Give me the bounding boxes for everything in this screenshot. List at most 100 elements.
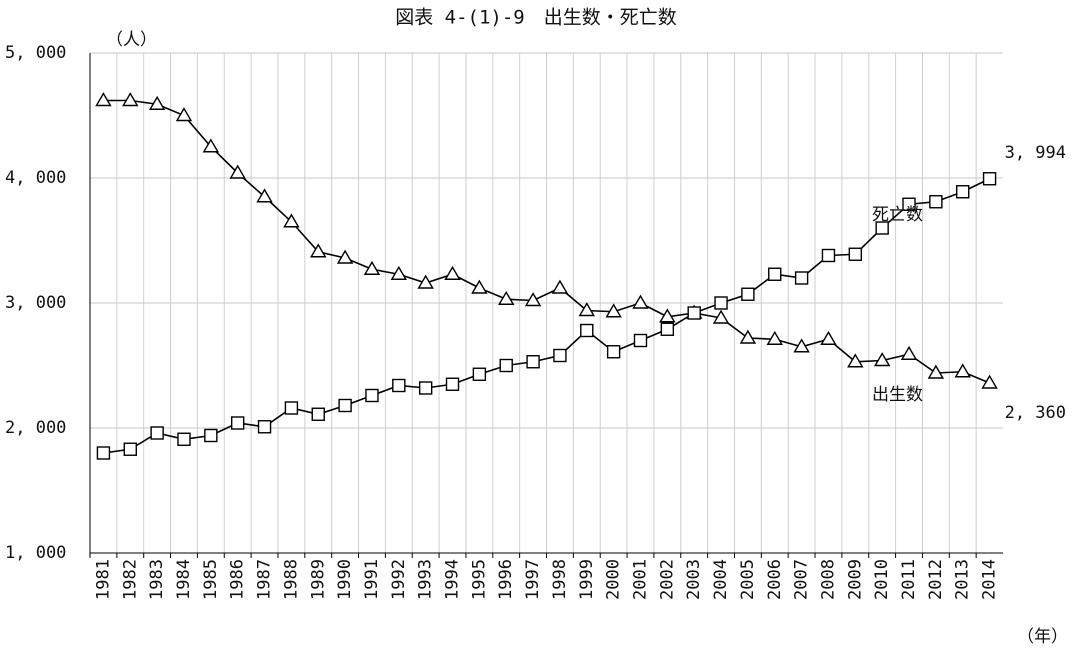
marker	[148, 95, 166, 110]
marker	[498, 290, 515, 305]
marker	[390, 265, 408, 280]
x-tick-label: 2008	[818, 559, 838, 600]
marker	[687, 306, 701, 320]
marker	[230, 416, 245, 430]
marker	[96, 446, 111, 460]
x-axis-label: （年）	[1017, 627, 1068, 647]
marker	[927, 364, 945, 379]
marker	[982, 172, 997, 186]
marker	[981, 374, 998, 389]
x-tick-label: 1991	[362, 559, 382, 600]
x-tick-label: 1997	[523, 559, 543, 600]
x-tick-label: 1985	[201, 559, 221, 600]
x-tick-label: 1999	[577, 559, 597, 600]
x-tick-label: 1989	[308, 559, 328, 600]
marker	[712, 309, 730, 324]
marker	[229, 164, 246, 179]
marker	[875, 221, 889, 235]
marker	[311, 407, 325, 421]
marker	[739, 329, 757, 344]
x-tick-label: 2009	[845, 559, 865, 600]
data-label: 2, 360	[1005, 403, 1066, 423]
marker	[578, 302, 595, 317]
marker	[633, 333, 648, 348]
marker	[553, 348, 567, 363]
x-tick-label: 1995	[469, 559, 489, 600]
marker	[793, 338, 810, 353]
x-tick-label: 2013	[953, 559, 973, 600]
marker	[956, 185, 970, 199]
marker	[472, 367, 487, 381]
marker	[580, 323, 594, 338]
marker	[283, 213, 300, 228]
x-tick-label: 1992	[389, 559, 409, 600]
marker	[417, 274, 434, 289]
x-tick-label: 2011	[899, 559, 919, 600]
x-tick-label: 1981	[93, 559, 113, 600]
x-tick-label: 2004	[711, 559, 731, 600]
marker	[821, 248, 836, 263]
marker	[445, 377, 460, 391]
series-line	[103, 99, 990, 384]
marker	[526, 355, 540, 369]
x-tick-label: 1987	[255, 559, 275, 600]
marker	[848, 247, 863, 261]
marker	[310, 243, 327, 258]
x-tick-label: 1982	[120, 559, 140, 600]
data-label: 3, 994	[1005, 143, 1066, 163]
marker	[660, 322, 675, 336]
series-label: 出生数	[872, 385, 923, 405]
marker	[524, 292, 542, 307]
marker	[900, 345, 918, 360]
y-tick-label: 5, 000	[5, 43, 66, 63]
y-tick-label: 1, 000	[5, 543, 66, 563]
x-tick-label: 1993	[416, 559, 436, 600]
marker	[551, 279, 569, 294]
marker	[177, 432, 191, 446]
x-tick-label: 1983	[147, 559, 167, 600]
marker	[336, 249, 354, 264]
x-tick-label: 2005	[738, 559, 758, 600]
y-tick-label: 4, 000	[5, 168, 66, 188]
marker	[256, 188, 273, 203]
x-tick-label: 2012	[926, 559, 946, 600]
marker	[741, 287, 755, 301]
series-label: 死亡数	[872, 205, 923, 225]
marker	[499, 358, 513, 373]
marker	[471, 279, 488, 294]
x-tick-label: 2003	[684, 559, 704, 600]
marker	[175, 107, 193, 122]
marker	[150, 426, 164, 440]
y-tick-label: 3, 000	[5, 293, 66, 313]
series-line	[103, 178, 990, 454]
y-axis-label: （人）	[106, 30, 157, 50]
marker	[766, 330, 783, 345]
x-tick-label: 1986	[228, 559, 248, 600]
marker	[123, 442, 137, 456]
marker	[632, 294, 649, 309]
marker	[365, 388, 379, 403]
marker	[929, 195, 943, 209]
marker	[902, 197, 916, 211]
marker	[820, 330, 837, 345]
x-tick-label: 1994	[443, 559, 463, 600]
x-tick-label: 1990	[335, 559, 355, 600]
marker	[954, 363, 971, 378]
marker	[659, 308, 676, 323]
x-tick-label: 2006	[765, 559, 785, 600]
marker	[418, 381, 433, 395]
x-tick-label: 1984	[174, 559, 194, 600]
x-tick-label: 2010	[872, 559, 892, 600]
x-tick-label: 1988	[281, 559, 301, 600]
marker	[95, 92, 112, 107]
x-tick-label: 1998	[550, 559, 570, 600]
marker	[444, 265, 461, 280]
x-tick-label: 2014	[980, 559, 1000, 600]
marker	[873, 352, 891, 367]
y-tick-label: 2, 000	[5, 418, 66, 438]
marker	[257, 420, 272, 434]
x-tick-label: 2002	[657, 559, 677, 600]
chart-title: 図表 4-(1)-9 出生数・死亡数	[395, 7, 677, 29]
marker	[605, 303, 622, 318]
